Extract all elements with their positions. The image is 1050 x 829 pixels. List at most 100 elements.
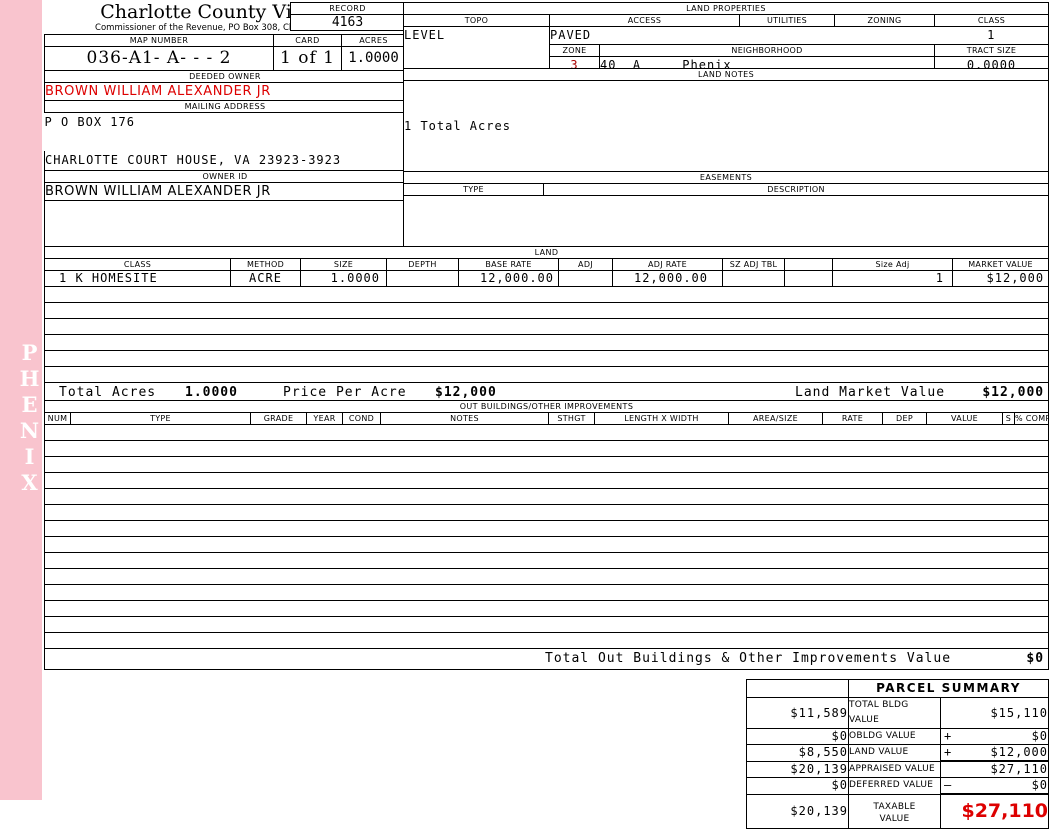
parcel-summary-table: PARCEL SUMMARY $11,589 TOTAL BLDG VALUE … — [746, 679, 1050, 829]
land-section: LAND CLASS METHOD SIZE DEPTH BASE RATE A… — [43, 246, 1050, 403]
land-cell-size-adj[interactable]: 1 — [832, 270, 953, 287]
land-cell-market-value[interactable]: $12,000 — [951, 270, 1050, 287]
card-header: CARD — [273, 34, 342, 47]
mailing-address-line1[interactable]: P O BOX 176 — [44, 112, 406, 132]
district-sidebar: PHENIX — [0, 0, 42, 800]
map-number-header: MAP NUMBER — [44, 34, 274, 47]
summary-prior-land: $8,550 — [746, 744, 849, 762]
table-row: ZONE NEIGHBORHOOD TRACT SIZE — [404, 44, 1049, 57]
summary-prior-obldg: $0 — [746, 728, 849, 745]
summary-prior-deferred: $0 — [746, 777, 849, 795]
page-title: Charlotte County Virginia — [100, 1, 349, 23]
land-cell-base-rate[interactable]: 12,000.00 — [458, 270, 559, 287]
topo-value[interactable]: LEVEL — [403, 26, 550, 75]
land-total-row: Total Acres 1.0000 Price Per Acre $12,00… — [43, 382, 1050, 403]
ob-empty-row[interactable] — [43, 600, 1050, 617]
table-row[interactable] — [43, 440, 1050, 457]
land-col-method: METHOD — [230, 258, 301, 271]
class-value[interactable]: 1 — [934, 26, 1049, 45]
card-value[interactable]: 1 of 1 — [273, 46, 342, 71]
summary-amount-deferred: – $0 — [939, 777, 1050, 795]
page-subtitle: Commissioner of the Revenue, PO Box 308,… — [95, 23, 354, 33]
ob-empty-row[interactable] — [43, 504, 1050, 521]
land-empty-row[interactable] — [43, 318, 1050, 335]
tract-size-header: TRACT SIZE — [934, 44, 1049, 57]
table-row[interactable] — [43, 302, 1050, 319]
table-row[interactable] — [43, 632, 1050, 649]
table-row[interactable] — [43, 350, 1050, 367]
table-row: 036-A1- A- - - 2 1 of 1 1.0000 — [44, 46, 406, 71]
acres-header: ACRES — [341, 34, 406, 47]
table-row[interactable] — [43, 488, 1050, 505]
summary-prior-taxable: $20,139 — [746, 793, 849, 829]
summary-label-total-bldg: TOTAL BLDG VALUE — [848, 697, 941, 729]
deeded-owner-header: DEEDED OWNER — [44, 70, 406, 83]
access-value[interactable]: PAVED — [549, 26, 935, 45]
land-empty-row[interactable] — [43, 334, 1050, 351]
ob-empty-row[interactable] — [43, 552, 1050, 569]
land-cell-size[interactable]: 1.0000 — [300, 270, 387, 287]
ob-col-sthgt: STHGT — [548, 412, 595, 425]
table-row[interactable] — [43, 456, 1050, 473]
table-row[interactable] — [43, 520, 1050, 537]
ob-empty-row[interactable] — [43, 584, 1050, 601]
ob-empty-row[interactable] — [43, 472, 1050, 489]
summary-label-deferred: DEFERRED VALUE — [848, 777, 941, 795]
summary-label-taxable-line1: TAXABLE — [873, 801, 916, 812]
ob-empty-row[interactable] — [43, 632, 1050, 649]
ob-empty-row[interactable] — [43, 440, 1050, 457]
ob-empty-row[interactable] — [43, 488, 1050, 505]
land-empty-row[interactable] — [43, 302, 1050, 319]
land-empty-row[interactable] — [43, 286, 1050, 303]
table-row[interactable] — [43, 552, 1050, 569]
table-row: $0 OBLDG VALUE + $0 — [746, 728, 1050, 745]
land-cell-class[interactable]: 1 K HOMESITE — [44, 270, 231, 287]
ob-col-area-size: AREA/SIZE — [728, 412, 823, 425]
table-row[interactable] — [43, 334, 1050, 351]
table-row[interactable] — [43, 366, 1050, 383]
district-label: PHENIX — [17, 340, 42, 496]
neighborhood-type: A — [632, 58, 642, 72]
land-cell-adj[interactable] — [558, 270, 613, 287]
table-row[interactable] — [43, 536, 1050, 553]
land-empty-row[interactable] — [43, 350, 1050, 367]
land-cell-depth[interactable] — [386, 270, 459, 287]
record-table: RECORD 4163 — [290, 2, 405, 31]
table-row[interactable] — [43, 424, 1050, 441]
table-row: $8,550 LAND VALUE + $12,000 — [746, 744, 1050, 762]
land-cell-adj-rate[interactable]: 12,000.00 — [612, 270, 723, 287]
land-cell-method[interactable]: ACRE — [230, 270, 301, 287]
ob-empty-row[interactable] — [43, 456, 1050, 473]
outbuildings-section: OUT BUILDINGS/OTHER IMPROVEMENTS NUM TYP… — [43, 400, 1050, 670]
land-cell-spare[interactable] — [784, 270, 833, 287]
record-value[interactable]: 4163 — [290, 14, 405, 31]
table-row[interactable] — [43, 318, 1050, 335]
land-notes-table: LAND NOTES 1 Total Acres EASEMENTS TYPE … — [402, 68, 1050, 255]
table-row: $20,139 TAXABLE VALUE $27,110 — [746, 793, 1050, 829]
acres-value[interactable]: 1.0000 — [341, 46, 406, 71]
table-row[interactable] — [43, 600, 1050, 617]
ob-empty-row[interactable] — [43, 520, 1050, 537]
owner-id-value[interactable]: BROWN WILLIAM ALEXANDER JR — [44, 182, 406, 201]
table-row: 1 Total Acres — [402, 80, 1050, 172]
ob-col-notes: NOTES — [380, 412, 549, 425]
ob-empty-row[interactable] — [43, 568, 1050, 585]
easement-body[interactable] — [402, 195, 1050, 255]
deeded-owner-value[interactable]: BROWN WILLIAM ALEXANDER JR — [44, 82, 406, 101]
table-row[interactable] — [43, 286, 1050, 303]
land-cell-sz-adj-tbl[interactable] — [722, 270, 785, 287]
ob-empty-row[interactable] — [43, 616, 1050, 633]
table-row[interactable] — [43, 568, 1050, 585]
ob-col-pct-comp: % COMP — [1013, 412, 1050, 425]
map-number-value[interactable]: 036-A1- A- - - 2 — [44, 46, 274, 71]
table-row[interactable]: 1 K HOMESITE ACRE 1.0000 12,000.00 12,00… — [44, 270, 1050, 287]
table-row[interactable] — [43, 504, 1050, 521]
ob-empty-row[interactable] — [43, 536, 1050, 553]
table-row[interactable] — [43, 616, 1050, 633]
mailing-address-line2[interactable]: CHARLOTTE COURT HOUSE, VA 23923-3923 — [44, 151, 406, 171]
table-row[interactable] — [43, 584, 1050, 601]
table-row[interactable] — [43, 472, 1050, 489]
land-notes-text[interactable]: 1 Total Acres — [402, 80, 1050, 172]
ob-empty-row[interactable] — [43, 424, 1050, 441]
land-empty-row[interactable] — [43, 366, 1050, 383]
